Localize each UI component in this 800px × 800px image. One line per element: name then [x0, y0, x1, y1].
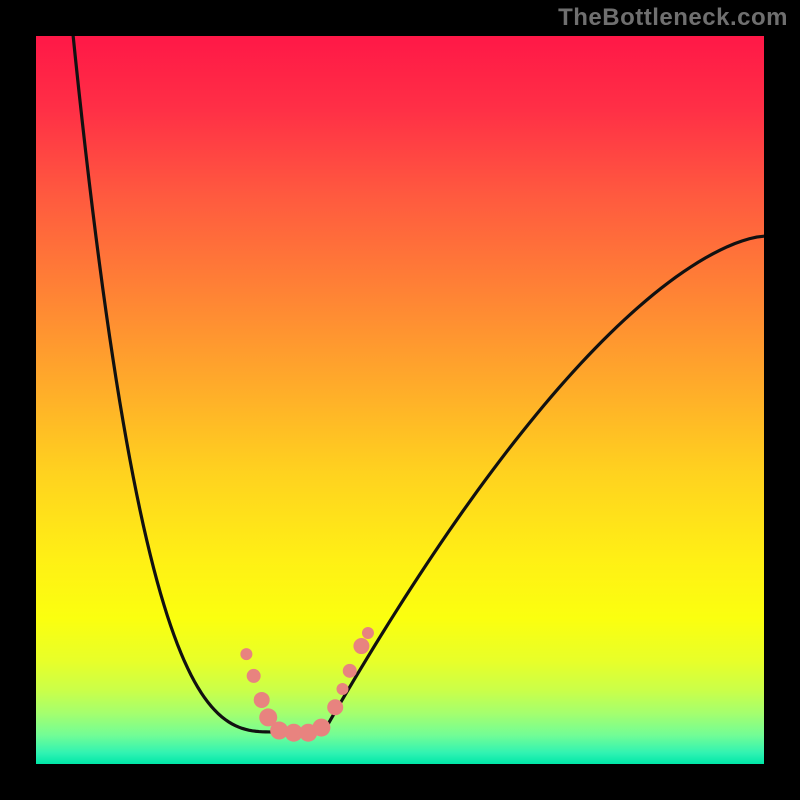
- data-marker: [343, 664, 357, 678]
- data-marker: [362, 627, 374, 639]
- data-marker: [254, 692, 270, 708]
- data-marker: [327, 699, 343, 715]
- plot-area: [36, 36, 764, 764]
- data-marker: [353, 638, 369, 654]
- chart-frame: TheBottleneck.com: [0, 0, 800, 800]
- watermark-text: TheBottleneck.com: [558, 4, 788, 32]
- data-marker: [240, 648, 252, 660]
- gradient-fill: [36, 36, 764, 764]
- data-marker: [312, 719, 330, 737]
- data-marker: [247, 669, 261, 683]
- plot-svg: [36, 36, 764, 764]
- data-marker: [336, 683, 348, 695]
